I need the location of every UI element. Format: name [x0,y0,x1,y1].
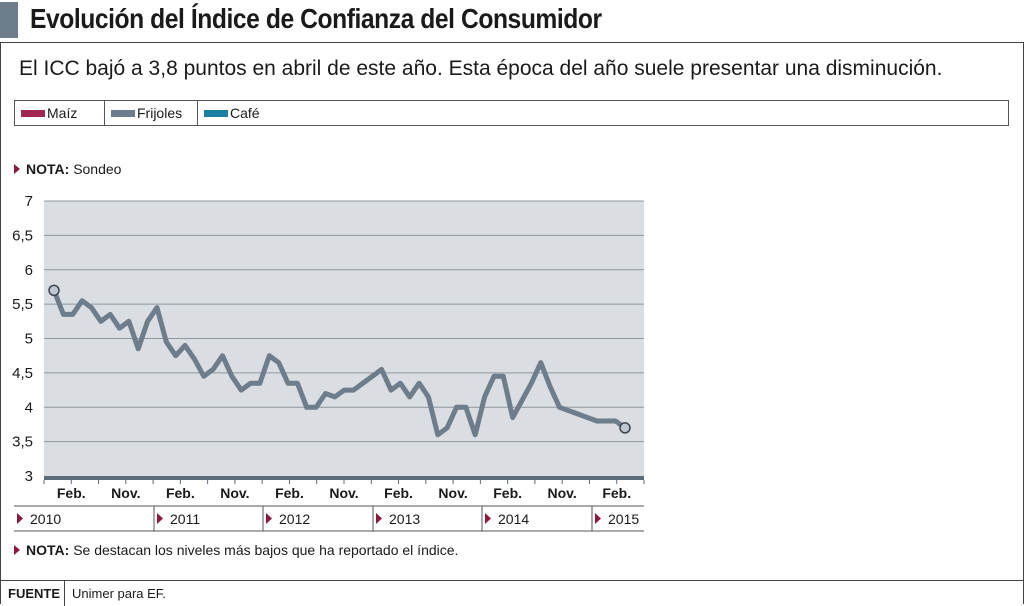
year-label: 2011 [170,511,200,527]
year-marker [595,513,601,524]
source-separator [64,581,65,606]
title-bar: Evolución del Índice de Confianza del Co… [0,0,1024,42]
legend-swatch-maiz [21,110,45,117]
gridlines [44,200,644,443]
year-marker [157,513,163,524]
legend-swatch-frijoles [111,110,135,117]
x-tick-label: Feb. [493,485,522,501]
year-marker [485,513,491,524]
note-bottom: NOTA: Se destacan los niveles más bajos … [14,542,458,558]
x-tick-label: Feb. [57,485,86,501]
y-tick-label: 7 [25,193,33,210]
note-top-key: NOTA: [26,161,70,177]
x-tick-label: Nov. [329,485,358,501]
y-tick-label: 5 [25,331,33,348]
year-marker [17,513,23,524]
x-tick-label: Feb. [384,485,413,501]
note-bottom-text: Se destacan los niveles más bajos que ha… [73,542,459,558]
legend: Maíz Frijoles Café [14,100,1009,126]
legend-item-cafe[interactable]: Café [198,101,1010,125]
year-marker [376,513,382,524]
y-axis-tick-labels: 3 3,5 4 4,5 5 5,5 6 6,5 7 [12,193,33,485]
source-text: Unimer para EF. [72,586,166,601]
legend-label-maiz: Maíz [47,105,78,121]
highlight-point [619,422,631,434]
series-layer [51,287,628,438]
highlight-points [48,284,631,434]
x-tick-label: Feb. [275,485,304,501]
legend-item-maiz[interactable]: Maíz [15,101,105,125]
highlight-point [48,284,60,297]
y-tick-label: 6,5 [12,227,33,244]
chart-title: Evolución del Índice de Confianza del Co… [30,3,602,34]
legend-label-cafe: Café [230,105,260,121]
chart-subtitle: El ICC bajó a 3,8 puntos en abril de est… [19,57,943,80]
x-axis-ticks [43,480,645,484]
line-chart: 3 3,5 4 4,5 5 5,5 6 6,5 7 Feb. Nov. Feb. Nov. Feb. No… [12,193,645,532]
note-top-text: Sondeo [73,161,122,177]
note-bottom-marker [14,545,20,555]
x-tick-label: Nov. [220,485,249,501]
x-axis-bar [44,476,644,480]
x-tick-label: Feb. [602,485,631,501]
y-tick-label: 6 [25,262,33,279]
year-label: 2010 [30,511,61,527]
y-tick-label: 4 [25,399,33,416]
x-tick-label: Nov. [548,485,577,501]
y-tick-label: 5,5 [12,296,33,313]
y-tick-label: 3,5 [12,434,33,451]
legend-label-frijoles: Frijoles [137,105,183,121]
series-line [51,287,628,438]
y-tick-label: 3 [25,468,33,485]
year-label: 2015 [608,511,639,527]
year-label: 2013 [389,511,420,527]
source-key: FUENTE [8,586,60,601]
x-tick-label: Feb. [166,485,195,501]
note-top-marker [14,164,20,174]
legend-swatch-cafe [204,110,228,117]
year-band: 2010 2011 2012 2013 2014 2015 [14,505,644,532]
x-tick-label: Nov. [111,485,140,501]
source-bar: FUENTE Unimer para EF. [0,580,1024,606]
x-axis-tick-labels: Feb. Nov. Feb. Nov. Feb. Nov. Feb. Nov. Feb. Nov.… [57,485,631,501]
year-marker [266,513,272,524]
x-tick-label: Nov. [438,485,467,501]
y-tick-label: 4,5 [12,365,33,382]
legend-item-frijoles[interactable]: Frijoles [105,101,198,125]
year-label: 2012 [279,511,310,527]
note-bottom-key: NOTA: [26,542,70,558]
note-top: NOTA: Sondeo [14,161,121,177]
title-accent-bar [0,2,18,38]
year-label: 2014 [498,511,529,527]
